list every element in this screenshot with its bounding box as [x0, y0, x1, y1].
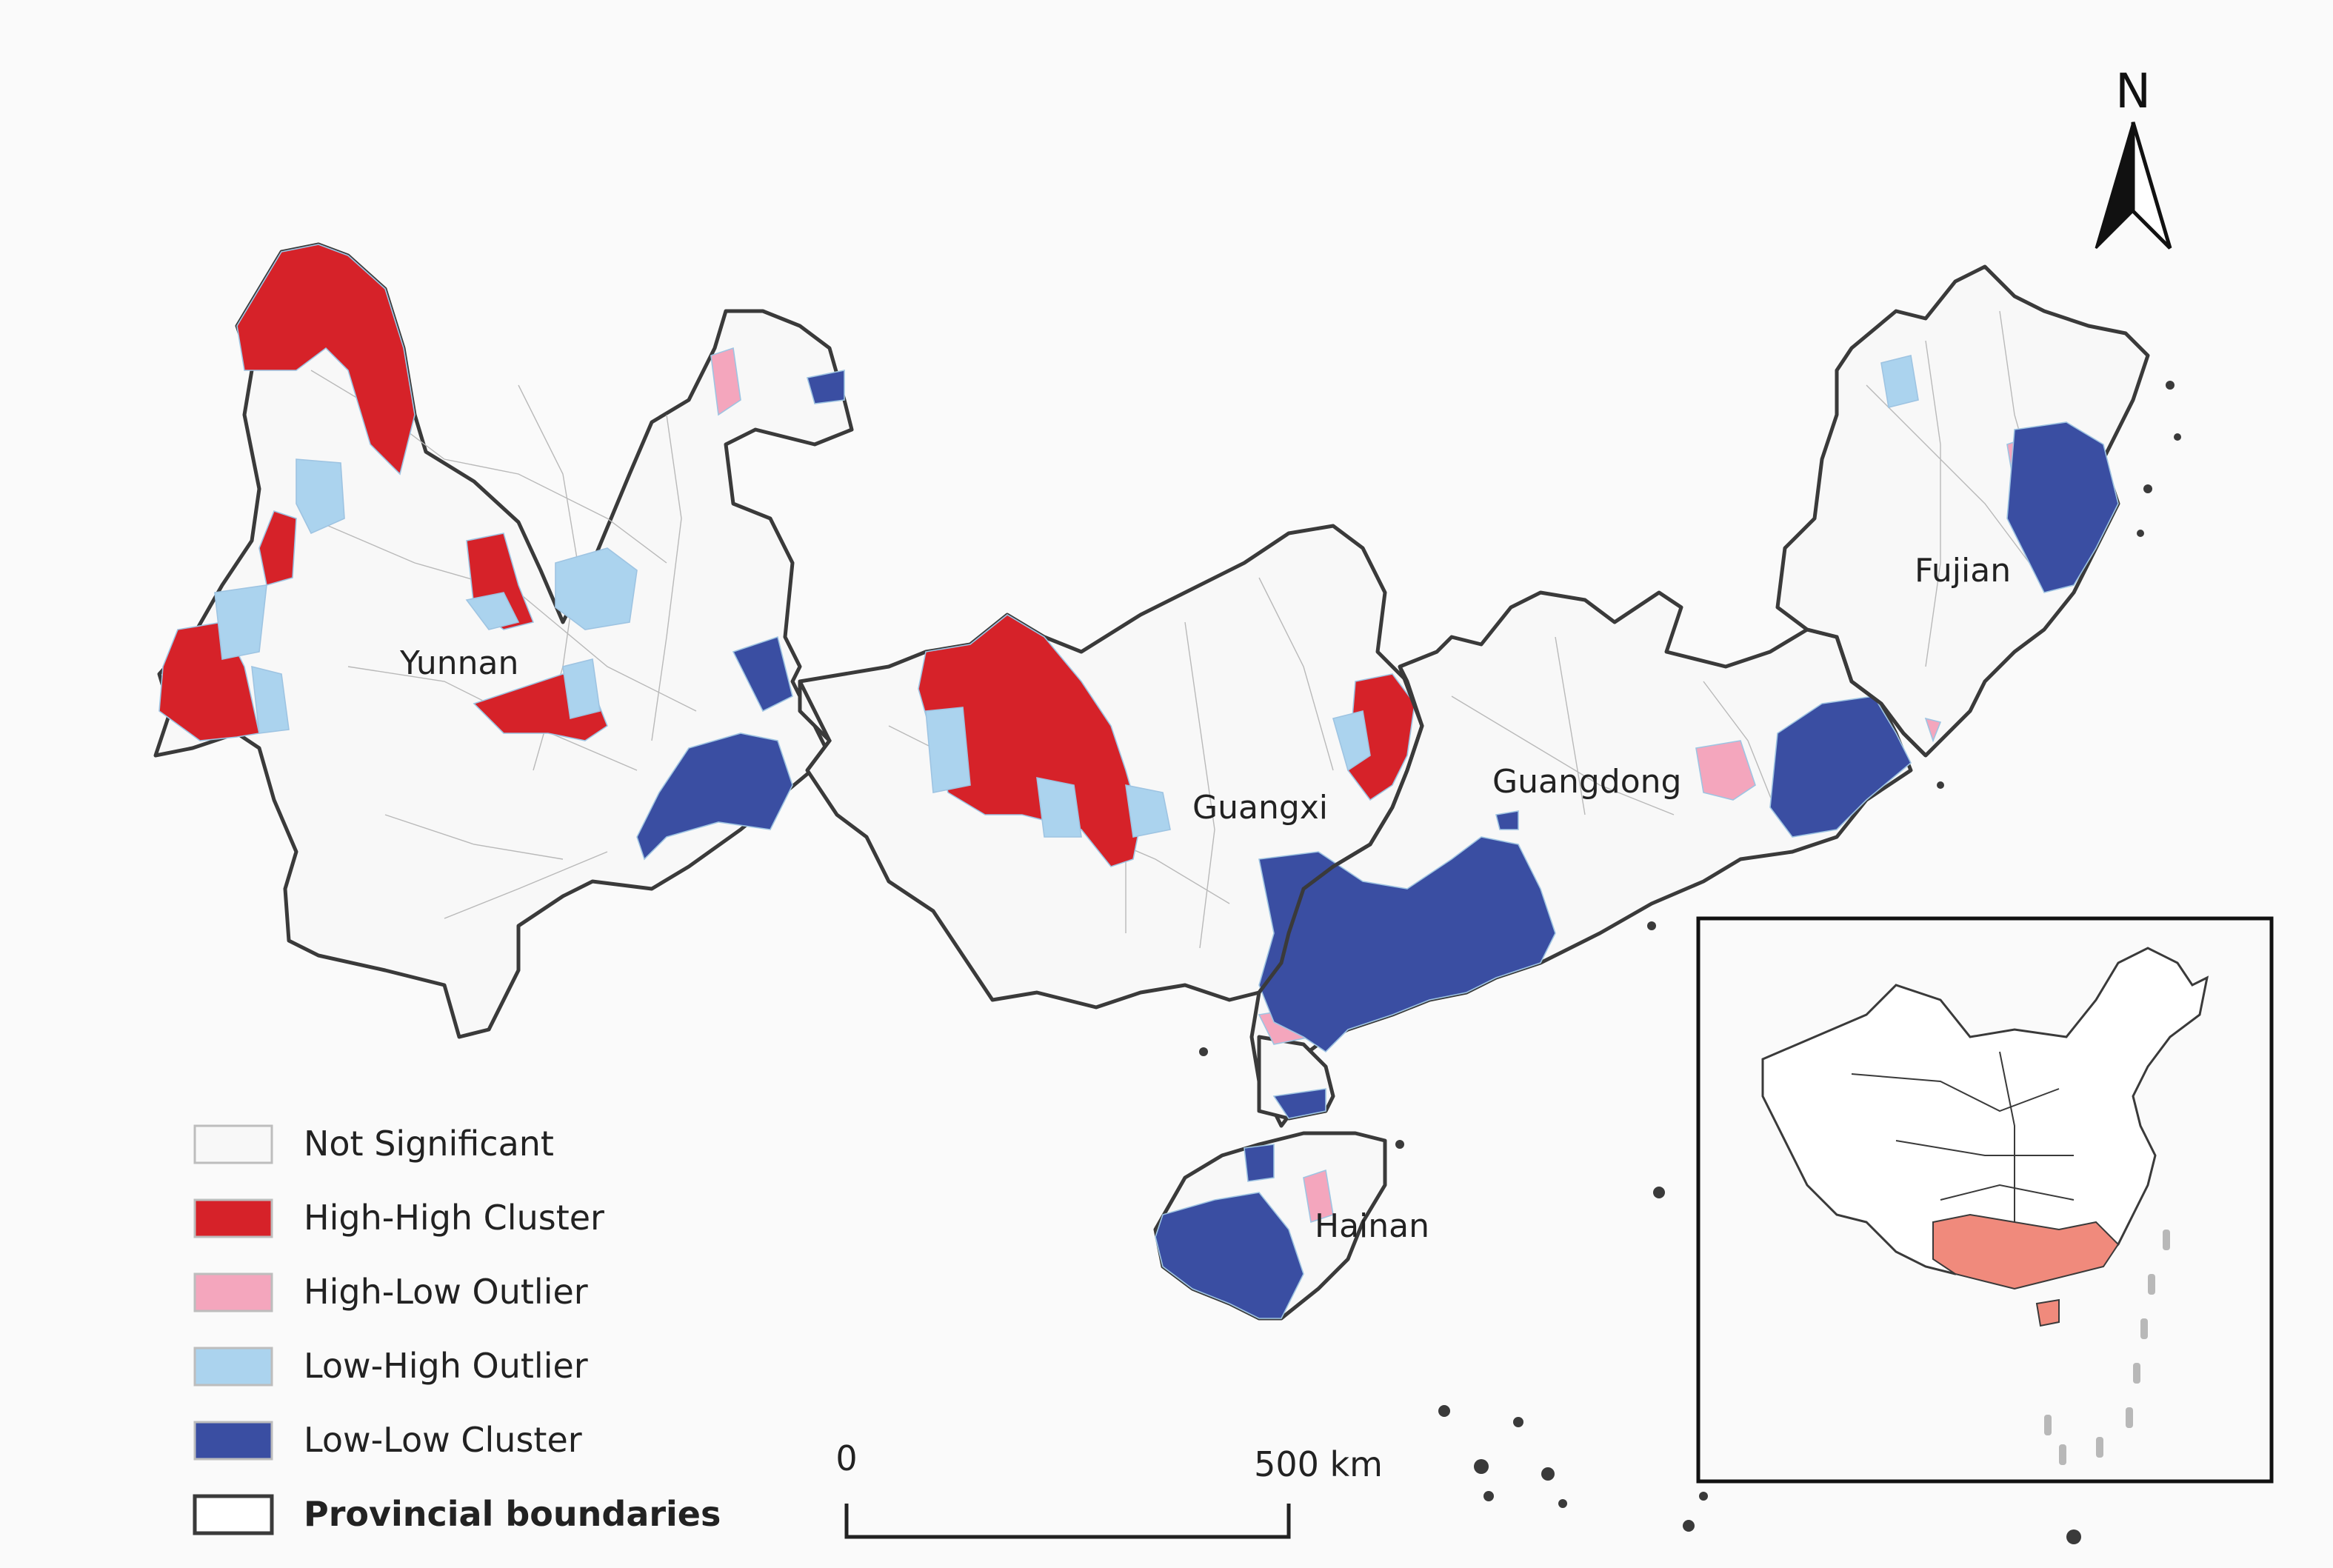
label-fujian: Fujian	[1915, 552, 2011, 590]
hh-cluster-nw-yunnan	[236, 244, 415, 476]
hl-outlier-2	[1695, 740, 1756, 801]
lh-outlier-3	[251, 665, 290, 734]
lh-outlier-4	[465, 592, 520, 630]
legend-label-3: Low-High Outlier	[304, 1346, 588, 1386]
legend-swatch-3	[193, 1347, 273, 1387]
label-yunnan: Yunnan	[399, 644, 518, 682]
scale-start-label: 0	[835, 1438, 857, 1478]
lh-outlier-6	[562, 658, 601, 719]
lh-outlier-11	[1880, 355, 1919, 408]
north-label: N	[2115, 64, 2151, 119]
label-hainan: Hainan	[1315, 1207, 1429, 1245]
ll-cluster-guangdong-small	[1495, 810, 1519, 830]
north-arrow: N	[2095, 64, 2172, 250]
ll-cluster-e-guangdong	[1769, 695, 1912, 838]
lh-outlier-1	[296, 458, 345, 535]
hl-outlier-1	[710, 347, 741, 416]
legend-label-2: High-Low Outlier	[304, 1272, 588, 1312]
lh-outlier-9	[1125, 784, 1171, 838]
legend-swatch-1	[193, 1198, 273, 1238]
ll-cluster-hainan-north	[1244, 1144, 1275, 1182]
scale-bar: 0 500 km	[835, 1438, 1383, 1539]
ll-cluster-yunnan-ne	[806, 370, 845, 404]
scale-end-label: 500 km	[1254, 1444, 1383, 1484]
inset-study-area	[1932, 1213, 2120, 1290]
inset-islands	[2044, 1230, 2170, 1465]
legend: Not Significant High-High Cluster High-Low…	[193, 1124, 721, 1535]
legend-swatch-5	[193, 1494, 274, 1535]
lh-outlier-10	[1332, 710, 1371, 772]
lh-outlier-7	[925, 707, 971, 793]
legend-label-4: Low-Low Cluster	[304, 1420, 582, 1460]
low-high-outliers	[214, 355, 1919, 838]
legend-label-5: Provincial boundaries	[304, 1494, 721, 1534]
inset-china-outline	[1761, 947, 2209, 1275]
ll-cluster-yunnan-e	[732, 635, 793, 713]
lh-outlier-8	[1036, 776, 1082, 838]
provincial-outline-overlay	[798, 627, 1927, 994]
legend-label-1: High-High Cluster	[304, 1198, 604, 1238]
lh-outlier-2	[214, 584, 267, 660]
islands	[1199, 381, 2181, 1544]
label-guangxi: Guangxi	[1192, 789, 1328, 827]
hh-cluster-e-guangxi	[1347, 673, 1415, 801]
hl-outlier-6	[1924, 717, 1942, 743]
inset-map	[1696, 916, 2274, 1484]
legend-label-0: Not Significant	[304, 1124, 554, 1164]
ll-cluster-leizhou-tip	[1272, 1088, 1326, 1119]
legend-swatch-2	[193, 1272, 273, 1312]
hh-cluster-w-yunnan-a	[258, 510, 297, 587]
lh-outlier-5	[555, 547, 638, 630]
label-guangdong: Guangdong	[1492, 763, 1681, 801]
ll-cluster-hainan	[1155, 1192, 1304, 1319]
legend-swatch-4	[193, 1421, 273, 1461]
ll-cluster-yunnan-se	[636, 733, 793, 861]
ll-cluster-fujian-coast	[2006, 421, 2119, 593]
ll-cluster-coastal-south	[1258, 836, 1556, 1053]
low-low-clusters	[636, 370, 2119, 1319]
hl-outlier-5	[1303, 1169, 1334, 1224]
north-arrow-icon	[2095, 121, 2135, 250]
legend-swatch-0	[193, 1124, 273, 1164]
